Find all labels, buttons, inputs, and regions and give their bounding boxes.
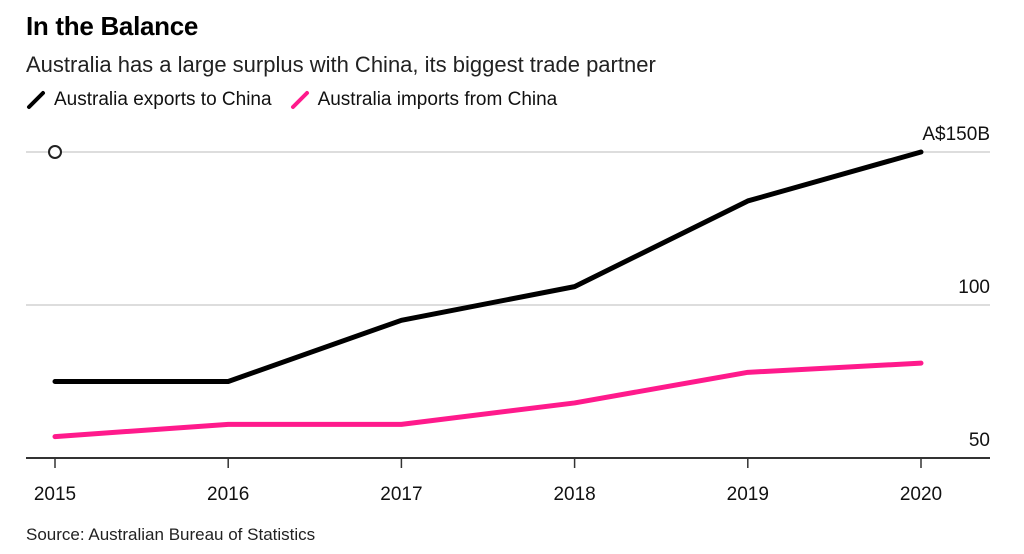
hover-marker-icon[interactable] xyxy=(48,145,62,159)
series-line-exports xyxy=(52,149,924,384)
x-tick-label: 2015 xyxy=(34,484,76,505)
x-tick-label: 2017 xyxy=(380,484,422,505)
x-tick-label: 2018 xyxy=(553,484,595,505)
legend-swatch-exports-icon xyxy=(27,91,45,109)
series-line-imports xyxy=(52,360,924,440)
y-tick-label: 100 xyxy=(958,277,990,298)
series-lines xyxy=(52,149,924,440)
legend-item-imports: Australia imports from China xyxy=(290,89,558,111)
legend-label-exports: Australia exports to China xyxy=(54,89,272,110)
legend-label-imports: Australia imports from China xyxy=(317,89,558,110)
legend-swatch-imports-icon xyxy=(290,91,309,109)
x-tick-label: 2016 xyxy=(207,484,249,505)
legend: Australia exports to China Australia imp… xyxy=(26,89,575,111)
x-tick-label: 2020 xyxy=(900,484,942,505)
y-tick-label: A$150B xyxy=(922,124,990,145)
chart-title: In the Balance xyxy=(26,11,199,41)
chart-subtitle: Australia has a large surplus with China… xyxy=(26,52,656,77)
x-axis xyxy=(26,457,990,468)
x-tick-label: 2019 xyxy=(727,484,769,505)
legend-item-exports: Australia exports to China xyxy=(26,89,272,111)
x-axis-labels: 2015 2016 2017 2018 2019 2020 xyxy=(34,484,942,505)
source-note: Source: Australian Bureau of Statistics xyxy=(26,525,316,544)
gridlines xyxy=(26,151,990,306)
y-axis-labels: 50 100 A$150B xyxy=(922,124,990,451)
y-tick-label: 50 xyxy=(969,430,990,451)
